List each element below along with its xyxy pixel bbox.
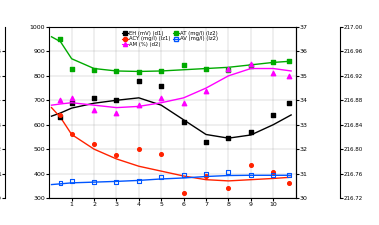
Point [69,133,75,136]
Point [270,113,276,117]
Point [69,101,75,105]
Point [136,147,142,151]
Point [248,64,254,68]
Point [226,171,232,174]
Point [136,70,142,74]
Point [181,63,187,67]
Point [286,173,292,177]
Point [58,99,64,102]
Point [136,79,142,83]
Legend: EH (mV) (d1), ACY (mg/l) (lz1), AM (%) (d2), AT (mg/l) (lz2), AV (mg/l) (lz2): EH (mV) (d1), ACY (mg/l) (lz1), AM (%) (… [121,30,219,48]
Point [158,84,164,88]
Point [270,61,276,64]
Point [270,171,276,174]
Point [181,101,187,105]
Point [226,67,232,70]
Point [226,136,232,140]
Point [286,59,292,63]
Point [181,120,187,124]
Point [158,176,164,179]
Point [286,101,292,105]
Point [226,68,232,72]
Point [58,37,64,41]
Point [248,130,254,134]
Point [91,180,97,184]
Point [203,89,209,92]
Point [69,67,75,70]
Point [203,172,209,175]
Point [113,180,119,184]
Point [286,182,292,185]
Point [113,153,119,157]
Point [286,74,292,78]
Point [158,69,164,73]
Point [203,67,209,70]
Point [113,99,119,102]
Point [69,96,75,100]
Point [181,173,187,177]
Point [270,72,276,75]
Point [91,142,97,146]
Point [91,68,97,72]
Point [136,103,142,107]
Point [248,163,254,167]
Point [113,69,119,73]
Point [91,108,97,112]
Point [203,140,209,144]
Point [270,173,276,177]
Point [248,173,254,177]
Point [158,152,164,156]
Point [136,179,142,183]
Point [113,111,119,114]
Point [158,96,164,100]
Point [203,174,209,178]
Point [181,191,187,195]
Point [226,187,232,190]
Point [58,116,64,119]
Point [58,113,64,117]
Point [248,62,254,65]
Point [58,182,64,185]
Point [69,179,75,183]
Point [91,96,97,100]
